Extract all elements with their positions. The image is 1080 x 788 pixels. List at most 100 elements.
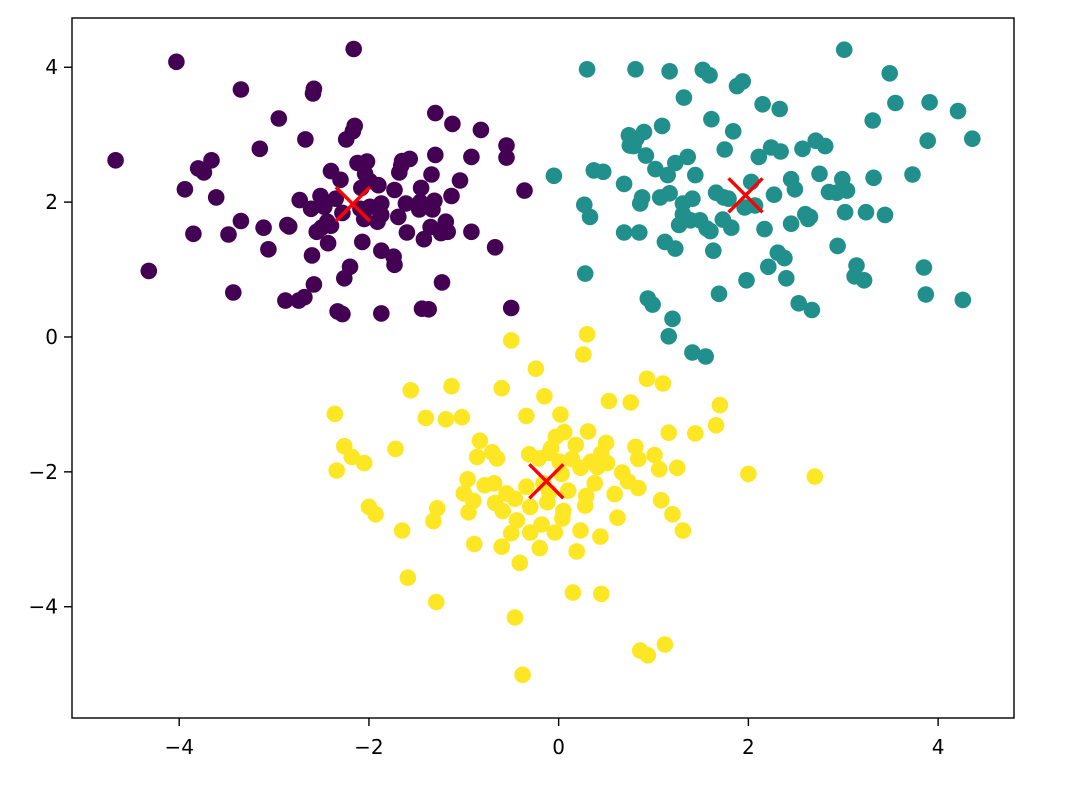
cluster-2-point-90: [488, 450, 506, 467]
cluster-2-point-73: [654, 375, 672, 392]
cluster-0-point-63: [427, 104, 444, 122]
cluster-0-point-86: [291, 191, 309, 209]
cluster-2-point-10: [402, 382, 420, 399]
cluster-1-point-88: [857, 203, 875, 221]
cluster-0-point-70: [451, 172, 469, 189]
cluster-2-point-83: [806, 468, 824, 485]
cluster-2-point-9: [399, 569, 417, 586]
cluster-0-point-55: [401, 150, 419, 168]
cluster-0-point-51: [386, 256, 403, 274]
cluster-0-point-99: [391, 164, 408, 181]
cluster-0-point-10: [232, 212, 250, 230]
cluster-2-point-0: [326, 405, 344, 423]
cluster-1-point-90: [865, 169, 882, 187]
cluster-0-point-35: [334, 305, 351, 323]
cluster-1-point-36: [684, 190, 701, 207]
cluster-2-point-6: [367, 506, 384, 523]
cluster-1-point-100: [954, 291, 972, 309]
cluster-2-point-19: [459, 471, 476, 488]
cluster-1-point-84: [836, 203, 854, 221]
cluster-2-point-3: [343, 448, 361, 466]
cluster-1-point-94: [904, 166, 921, 183]
cluster-1-point-2: [576, 265, 594, 282]
cluster-1-point-19: [644, 296, 661, 313]
cluster-0-point-83: [398, 224, 416, 241]
cluster-1-point-66: [772, 143, 789, 160]
cluster-2-point-70: [646, 446, 663, 464]
y-axis: −4 −2 0 2 4: [29, 55, 72, 619]
cluster-2-point-96: [546, 524, 564, 541]
cluster-0-point-0: [107, 152, 124, 169]
cluster-2-point-61: [600, 392, 618, 410]
cluster-1-point-42: [701, 67, 718, 84]
cluster-1-point-43: [703, 110, 720, 128]
cluster-2-point-30: [502, 332, 520, 349]
cluster-2-point-41: [536, 388, 553, 405]
cluster-1-point-106: [765, 186, 783, 203]
cluster-2-point-68: [638, 370, 656, 388]
cluster-0-point-57: [411, 193, 429, 211]
cluster-1-point-4: [581, 208, 599, 226]
cluster-0-point-14: [255, 219, 272, 236]
cluster-2-point-21: [465, 492, 482, 510]
cluster-2-point-27: [493, 379, 511, 397]
points-layer: [107, 40, 981, 684]
cluster-1-point-49: [716, 141, 733, 158]
cluster-2-point-76: [664, 506, 681, 523]
cluster-1-point-28: [667, 154, 684, 172]
cluster-2-point-34: [514, 666, 531, 684]
cluster-0-point-62: [426, 192, 443, 210]
cluster-2-point-50: [568, 543, 585, 560]
cluster-2-point-31: [506, 609, 524, 626]
cluster-2-point-69: [639, 647, 657, 664]
cluster-1-point-3: [578, 61, 596, 78]
cluster-2-point-54: [579, 423, 597, 440]
cluster-2-point-8: [393, 522, 411, 539]
x-tick-label-2: 0: [552, 735, 565, 759]
cluster-2-point-81: [711, 396, 729, 414]
cluster-0-point-21: [305, 80, 323, 98]
cluster-1-point-25: [660, 328, 677, 345]
cluster-1-point-20: [647, 160, 664, 178]
cluster-1-point-109: [628, 130, 645, 147]
cluster-1-point-29: [667, 240, 684, 257]
cluster-1-point-76: [803, 301, 821, 319]
cluster-2-point-64: [622, 394, 639, 411]
cluster-0-point-48: [370, 176, 387, 194]
cluster-1-point-6: [594, 163, 612, 181]
cluster-2-point-22: [465, 535, 483, 553]
centroid-marker-1: [727, 177, 764, 214]
cluster-1-point-51: [723, 219, 740, 236]
cluster-0-point-26: [303, 247, 321, 264]
cluster-0-point-13: [251, 140, 269, 158]
cluster-2-point-94: [613, 464, 631, 481]
cluster-2-point-4: [355, 454, 373, 472]
cluster-2-point-102: [471, 432, 489, 450]
cluster-1-point-72: [794, 140, 811, 158]
cluster-2-point-33: [511, 554, 529, 572]
cluster-1-point-103: [846, 268, 863, 285]
cluster-0-point-60: [423, 166, 440, 183]
cluster-0-point-6: [203, 152, 220, 169]
cluster-0-point-37: [341, 258, 359, 276]
cluster-2-point-51: [572, 522, 589, 539]
cluster-2-point-97: [630, 450, 647, 468]
cluster-2-point-58: [592, 528, 609, 545]
cluster-2-point-106: [518, 407, 535, 425]
centroid-marker-2: [528, 463, 565, 500]
cluster-0-point-77: [502, 299, 520, 317]
cluster-2-point-82: [740, 465, 757, 483]
cluster-0-point-81: [373, 206, 390, 224]
cluster-1-point-104: [782, 215, 800, 232]
cluster-1-point-44: [702, 222, 719, 240]
cluster-0-point-58: [415, 230, 433, 248]
cluster-2-point-59: [593, 585, 610, 603]
cluster-0-point-1: [168, 53, 185, 71]
cluster-2-point-71: [650, 460, 668, 478]
cluster-1-point-79: [816, 137, 834, 155]
cluster-1-point-97: [919, 132, 936, 149]
cluster-2-point-103: [531, 539, 548, 557]
cluster-1-point-68: [778, 270, 795, 287]
x-tick-label-0: −4: [164, 735, 193, 759]
